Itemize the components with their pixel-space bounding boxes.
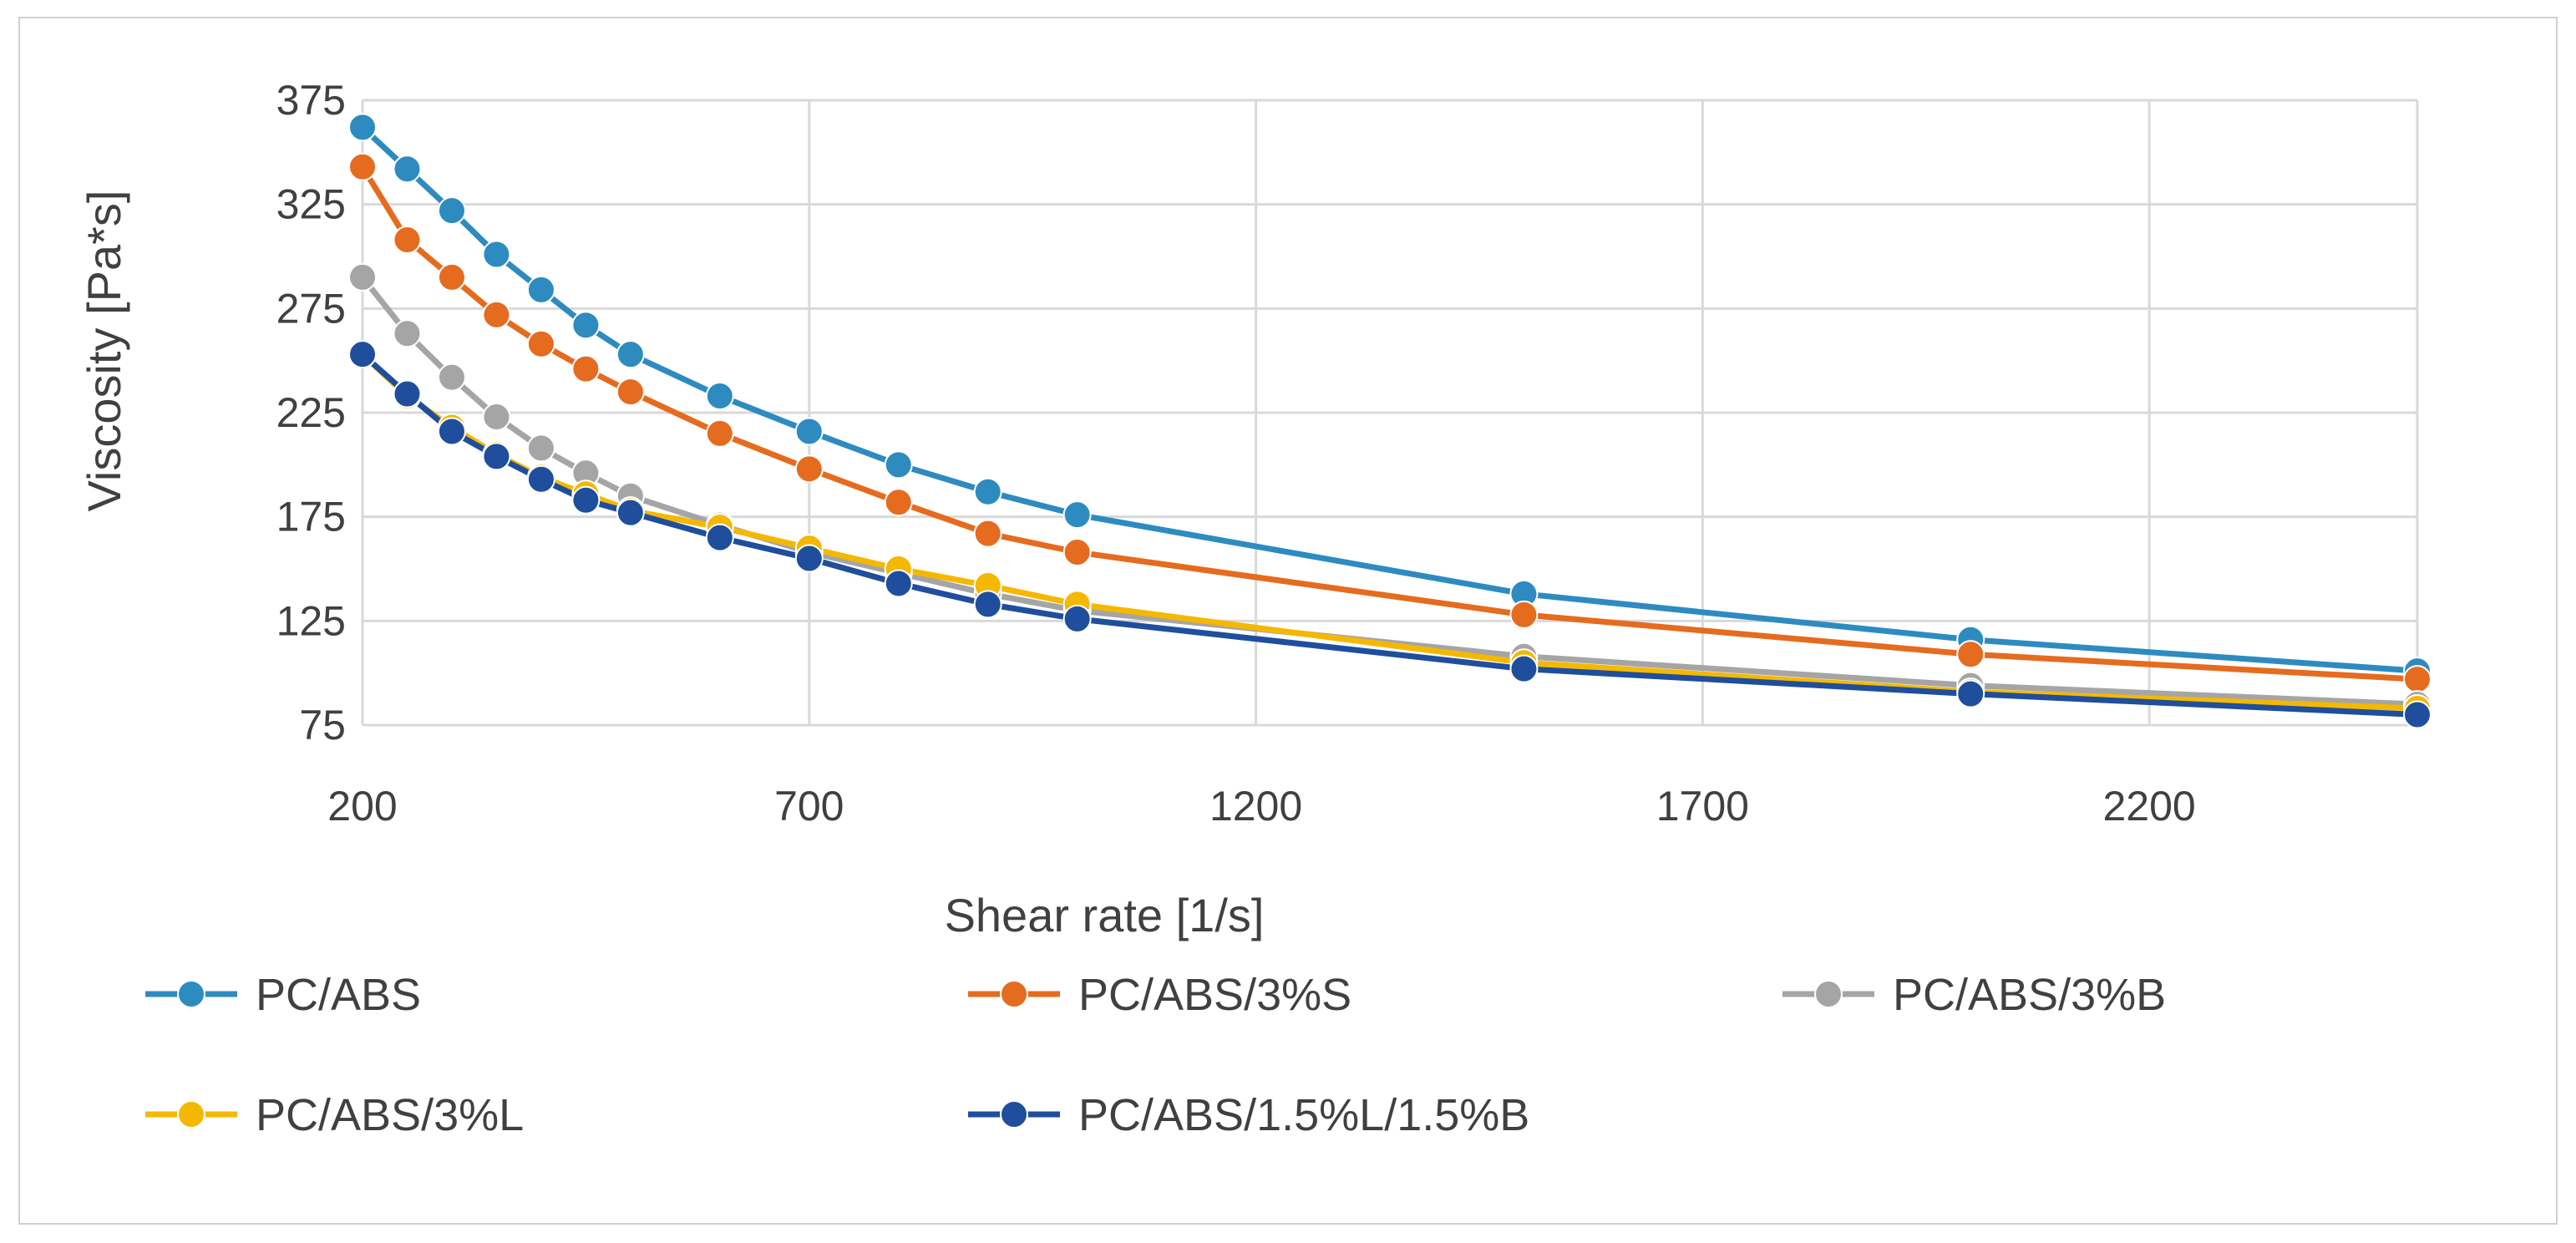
series-4-point-250 [393,379,422,408]
y-tick-label-375: 375 [276,77,346,124]
series-0-point-200 [348,113,377,142]
x-tick-label-1700: 1700 [1656,783,1749,830]
series-4-point-500 [616,498,645,527]
series-1-point-2500 [2403,665,2431,694]
series-line-0 [359,124,2421,674]
y-tick-label-125: 125 [276,597,346,644]
series-4-point-200 [348,340,377,369]
series-0-point-500 [616,340,645,369]
series-line-2 [359,274,2421,708]
series-1-point-700 [794,454,824,484]
series-2-point-400 [526,434,555,463]
series-1-point-500 [616,378,645,407]
series-line-1 [359,164,2421,682]
series-0-point-400 [526,275,555,304]
series-1-point-2000 [1956,640,1985,669]
series-4-point-350 [482,442,511,471]
x-tick-label-1200: 1200 [1209,783,1302,830]
legend-label-3: PC/ABS/3%L [256,1090,524,1140]
y-tick-label-75: 75 [299,702,346,748]
series-4-point-450 [571,485,601,515]
series-0-point-900 [973,477,1002,506]
y-tick-label-275: 275 [276,285,346,332]
x-axis-title: Shear rate [1/s] [945,889,1265,941]
y-tick-label-225: 225 [276,389,346,436]
series-2-point-200 [348,262,377,292]
series-0-point-350 [482,240,511,269]
legend-marker-3 [177,1100,205,1129]
series-1-point-350 [482,300,511,329]
series-1-point-300 [437,262,466,292]
series-4-point-400 [526,464,555,494]
series-0-point-450 [571,311,601,340]
series-0-point-600 [705,382,734,411]
y-tick-label-325: 325 [276,181,346,228]
legend-marker-1 [1000,980,1028,1008]
series-2-point-350 [482,402,511,431]
series-2-point-300 [437,363,466,392]
legend-label-0: PC/ABS [256,970,421,1020]
legend-label-4: PC/ABS/1.5%L/1.5%B [1078,1090,1529,1140]
grid-lines [361,99,2419,727]
chart-frame: 75 125 175 225 275 325 375 200 700 1200 1700 2200 S… [18,17,2558,1225]
viscosity-line-chart: 75 125 175 225 275 325 375 200 700 1200 1700 2200 S… [78,77,2431,1140]
series-4-point-900 [973,590,1002,619]
series-4-point-800 [884,569,913,598]
x-tick-label-200: 200 [327,783,397,830]
series-2-point-250 [393,319,422,348]
series-1-point-450 [571,354,601,383]
series-markers [348,113,2431,729]
series-1-point-900 [973,519,1002,548]
series-lines [359,124,2421,718]
legend-marker-2 [1814,980,1843,1008]
series-4-point-1500 [1509,654,1539,683]
x-tick-label-2200: 2200 [2103,783,2196,830]
series-1-point-1500 [1509,600,1539,629]
series-4-point-2500 [2403,700,2431,729]
series-4-point-2000 [1956,679,1985,708]
legend-marker-0 [177,980,205,1008]
series-1-point-1000 [1062,538,1092,567]
series-0-point-700 [794,417,824,446]
series-1-point-600 [705,419,734,448]
legend-label-2: PC/ABS/3%B [1893,970,2166,1020]
legend-label-1: PC/ABS/3%S [1078,970,1351,1020]
series-0-point-1000 [1062,500,1092,530]
series-0-point-800 [884,450,913,479]
series-1-point-800 [884,488,913,517]
x-tick-label-700: 700 [774,783,844,830]
series-4-point-1000 [1062,604,1092,633]
series-0-point-300 [437,196,466,226]
series-1-point-400 [526,329,555,358]
legend-marker-4 [1000,1100,1028,1129]
series-4-point-300 [437,417,466,446]
series-1-point-200 [348,152,377,181]
y-tick-label-175: 175 [276,494,346,540]
series-4-point-600 [705,523,734,552]
series-1-point-250 [393,226,422,255]
series-4-point-700 [794,544,824,573]
legend: PC/ABS PC/ABS/3%S PC/ABS/3%B PC/ABS/3%L PC/A… [145,970,2166,1140]
y-axis-title: Viscosity [Pa*s] [78,190,130,512]
tick-labels: 75 125 175 225 275 325 375 200 700 1200 1700 2200 [276,77,2196,830]
series-0-point-250 [393,155,422,184]
